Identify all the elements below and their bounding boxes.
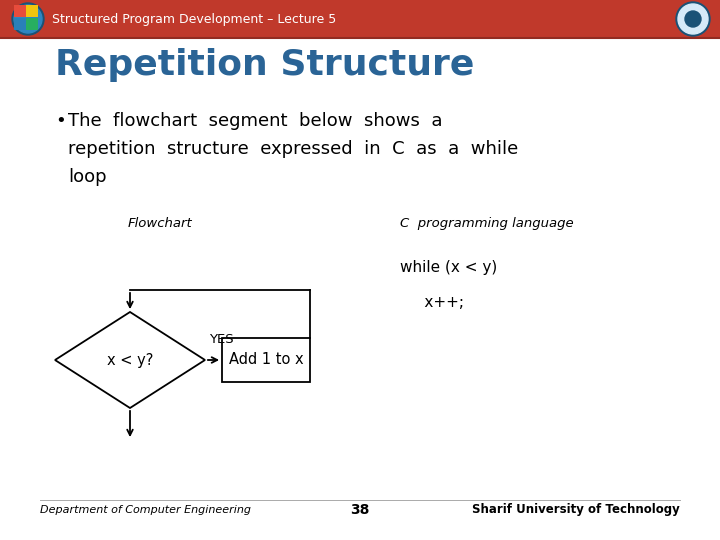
Text: The  flowchart  segment  below  shows  a: The flowchart segment below shows a (68, 112, 443, 130)
Bar (222, 338, 310, 382)
Text: •: • (55, 112, 66, 130)
Text: while (x < y): while (x < y) (400, 260, 498, 275)
Circle shape (14, 5, 42, 33)
Text: YES: YES (209, 333, 233, 346)
Text: Repetition Structure: Repetition Structure (55, 48, 474, 82)
FancyBboxPatch shape (14, 5, 26, 17)
Text: Sharif University of Technology: Sharif University of Technology (472, 503, 680, 516)
FancyBboxPatch shape (26, 5, 38, 17)
Text: x++;: x++; (400, 295, 464, 310)
Circle shape (676, 2, 710, 36)
Text: loop: loop (68, 168, 107, 186)
Text: Department of Computer Engineering: Department of Computer Engineering (40, 505, 251, 515)
FancyBboxPatch shape (14, 18, 26, 30)
Circle shape (12, 3, 44, 35)
Text: 38: 38 (351, 503, 369, 517)
Text: Add 1 to x: Add 1 to x (229, 353, 303, 368)
Text: Structured Program Development – Lecture 5: Structured Program Development – Lecture… (52, 12, 336, 25)
Circle shape (678, 4, 708, 34)
Bar (0, 0, 720, 38)
Circle shape (685, 11, 701, 27)
Text: repetition  structure  expressed  in  C  as  a  while: repetition structure expressed in C as a… (68, 140, 518, 158)
Text: Flowchart: Flowchart (127, 217, 192, 230)
FancyBboxPatch shape (26, 18, 38, 30)
Text: x < y?: x < y? (107, 353, 153, 368)
Text: C  programming language: C programming language (400, 217, 574, 230)
